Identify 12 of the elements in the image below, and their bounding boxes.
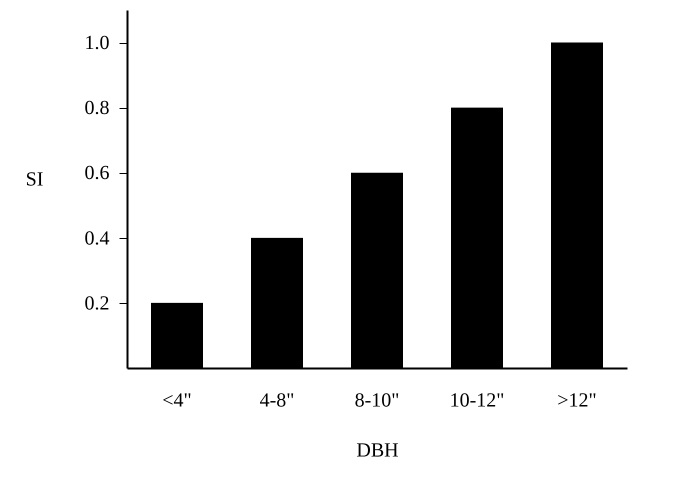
y-axis-title: SI (26, 168, 44, 190)
x-tick-label: <4" (162, 390, 192, 412)
y-tick-label: 0.2 (84, 292, 110, 314)
x-axis-title: DBH (356, 440, 399, 462)
x-tick-label: >12" (557, 390, 597, 412)
y-tick-label: 0.4 (84, 227, 110, 250)
x-tick-label: 10-12" (450, 390, 504, 412)
y-tick-label: 0.6 (84, 162, 110, 184)
y-tick-label: 0.8 (84, 97, 110, 120)
x-tick-label: 4-8" (260, 390, 294, 412)
y-tick-label: 1.0 (84, 32, 110, 54)
x-tick-label: 8-10" (354, 390, 400, 412)
